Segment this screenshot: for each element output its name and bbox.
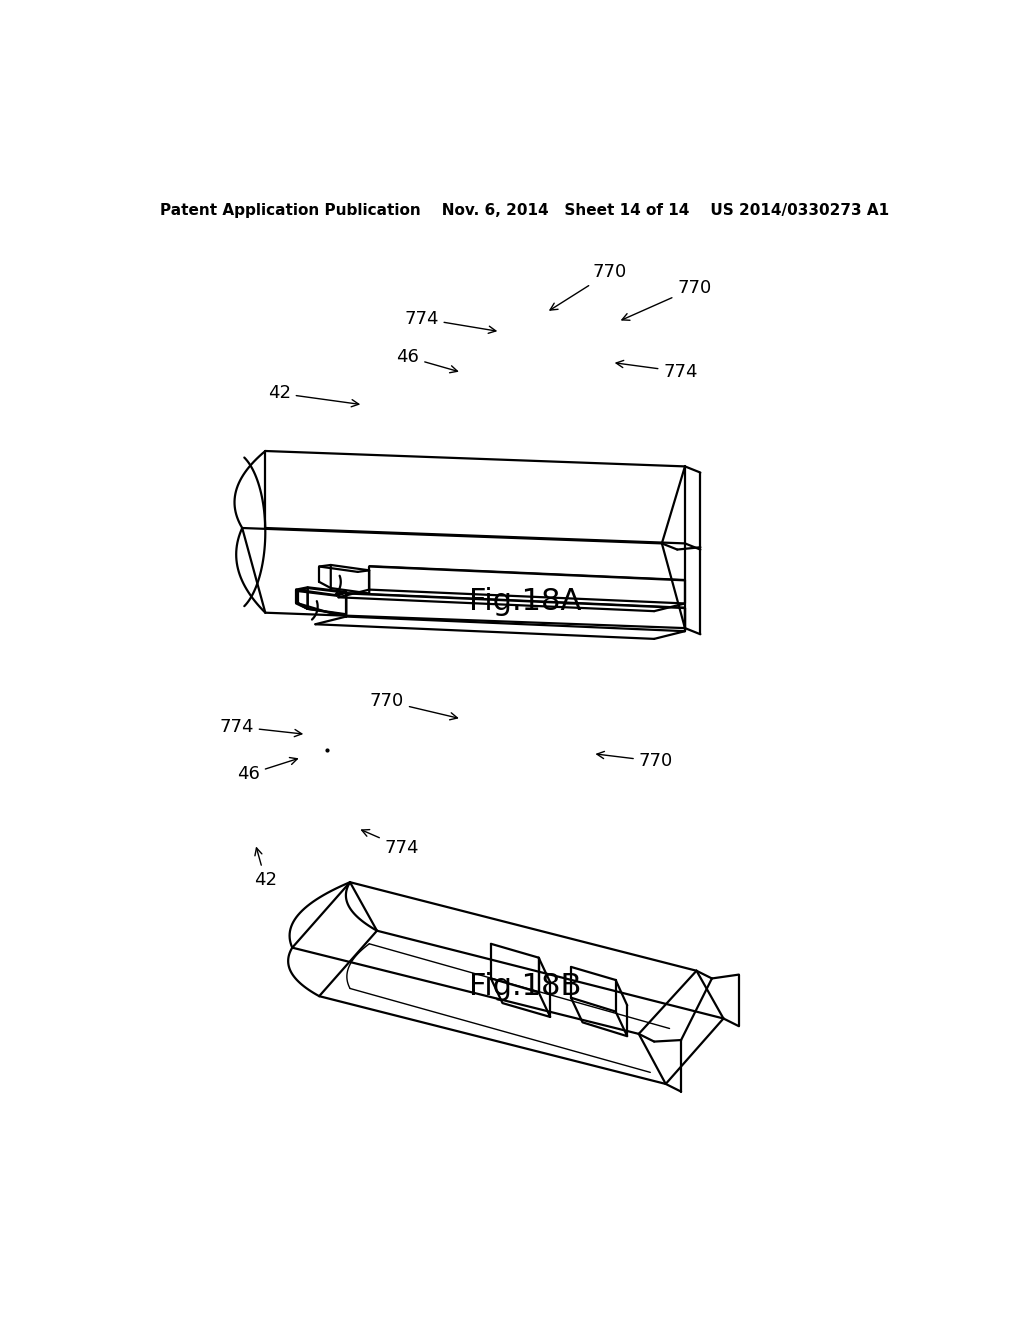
Text: Patent Application Publication    Nov. 6, 2014   Sheet 14 of 14    US 2014/03302: Patent Application Publication Nov. 6, 2…	[160, 203, 890, 218]
Text: 774: 774	[404, 310, 496, 334]
Text: 774: 774	[361, 829, 419, 857]
Text: 774: 774	[219, 718, 302, 737]
Text: 42: 42	[267, 384, 358, 407]
Text: 770: 770	[370, 692, 458, 719]
Text: Fig.18B: Fig.18B	[469, 972, 581, 1001]
Text: Fig.18A: Fig.18A	[469, 586, 581, 615]
Text: 774: 774	[616, 360, 698, 380]
Text: 42: 42	[254, 847, 276, 888]
Text: 46: 46	[396, 348, 458, 372]
Text: 46: 46	[237, 758, 297, 783]
Text: 770: 770	[597, 751, 673, 771]
Text: 770: 770	[622, 279, 712, 321]
Text: 770: 770	[550, 264, 627, 310]
